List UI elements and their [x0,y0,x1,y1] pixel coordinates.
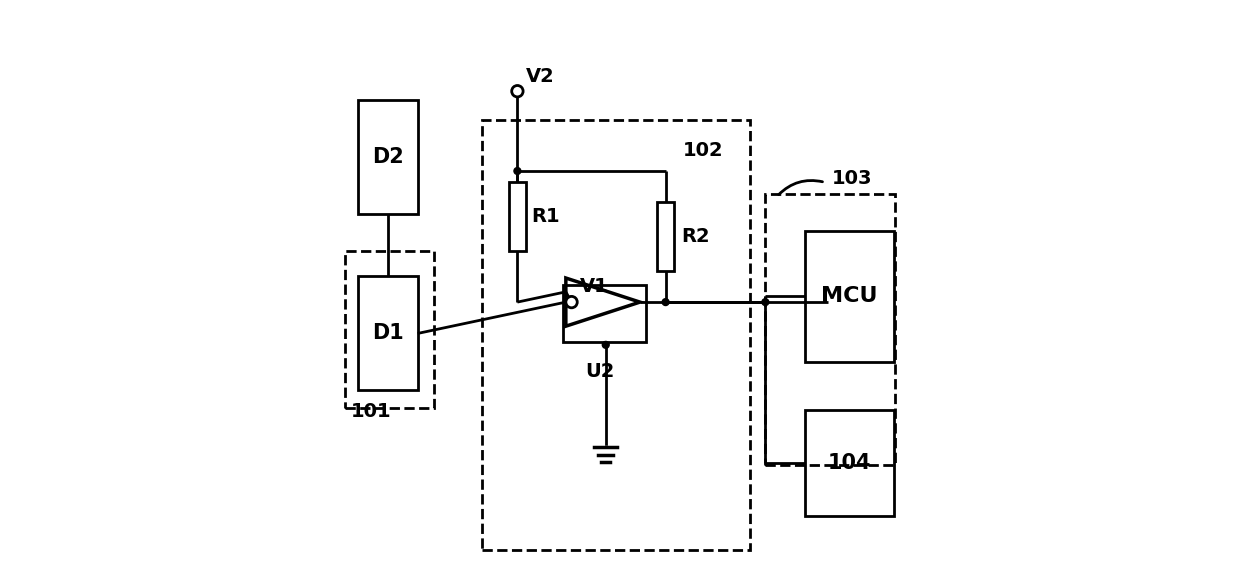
Bar [345,251,434,408]
Bar [358,276,418,390]
Bar [482,120,750,550]
Text: 101: 101 [351,402,391,421]
Text: MCU: MCU [821,286,878,307]
Bar [563,285,646,342]
Bar [358,100,418,214]
Bar [657,202,675,271]
Bar [805,231,894,362]
Bar [805,410,894,516]
Text: D1: D1 [372,323,403,344]
Circle shape [603,341,609,348]
Text: U2: U2 [585,362,615,381]
Circle shape [761,299,769,306]
Text: D2: D2 [372,146,403,167]
Text: R2: R2 [682,227,711,246]
Text: 102: 102 [683,141,723,160]
Text: V2: V2 [526,67,554,85]
Bar [508,182,526,251]
Circle shape [565,296,578,308]
Text: 103: 103 [832,169,873,188]
Circle shape [515,168,521,174]
Circle shape [512,86,523,97]
Text: V1: V1 [580,278,609,296]
Text: R1: R1 [532,207,560,226]
Text: 104: 104 [827,453,872,473]
Bar [765,194,895,465]
Circle shape [662,299,670,306]
